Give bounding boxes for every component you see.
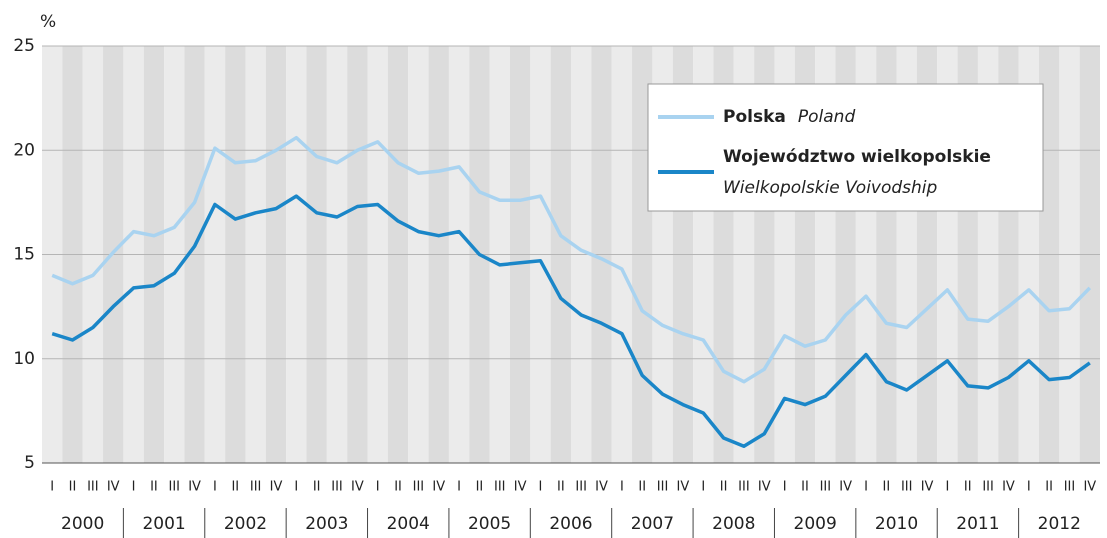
series-line	[51, 135, 1092, 384]
x-tick-label: I	[1027, 480, 1031, 495]
series-line	[51, 194, 1091, 449]
x-tick-label: II	[394, 480, 402, 495]
x-tick-label: I	[457, 480, 461, 495]
x-tick-label: III	[901, 480, 913, 495]
year-label: 2012	[1038, 514, 1081, 534]
x-tick-label: II	[476, 480, 484, 495]
x-tick-label: I	[294, 480, 298, 495]
x-tick-label: IV	[107, 480, 120, 495]
x-tick-label: II	[557, 480, 565, 495]
x-tick-label: III	[1064, 480, 1076, 495]
legend-label: Województwo wielkopolskie	[723, 147, 991, 167]
x-tick-label: III	[575, 480, 587, 495]
y-tick-label: 25	[13, 36, 35, 56]
x-tick-label: II	[69, 480, 77, 495]
x-tick-label: III	[250, 480, 262, 495]
x-tick-label: II	[883, 480, 891, 495]
x-tick-label: IV	[758, 480, 771, 495]
x-tick-label: IV	[921, 480, 934, 495]
x-tick-label: II	[1045, 480, 1053, 495]
x-tick-label: III	[982, 480, 994, 495]
year-label: 2006	[549, 514, 592, 534]
x-tick-label: I	[539, 480, 543, 495]
x-tick-label: I	[376, 480, 380, 495]
x-tick-label: II	[313, 480, 321, 495]
x-tick-label: IV	[595, 480, 608, 495]
legend-label-en: Poland	[798, 107, 856, 127]
year-label: 2010	[875, 514, 918, 534]
x-tick-label: III	[820, 480, 832, 495]
x-axis: I II III IV I II III IV I II III IV I II III IV I II III IV…	[50, 480, 1096, 538]
x-tick-label: I	[50, 480, 54, 495]
legend-label-en: Wielkopolskie Voivodship	[723, 178, 938, 198]
x-tick-label: IV	[1002, 480, 1015, 495]
y-tick-label: 20	[13, 140, 35, 160]
x-tick-label: III	[657, 480, 669, 495]
x-tick-label: IV	[351, 480, 364, 495]
grid: 5 10 15 20 25	[13, 36, 1100, 473]
year-label: 2003	[305, 514, 348, 534]
year-label: 2008	[712, 514, 755, 534]
x-tick-label: II	[720, 480, 728, 495]
x-tick-label: I	[620, 480, 624, 495]
y-unit: %	[40, 12, 56, 32]
y-tick-label: 10	[13, 349, 35, 369]
year-label: 2011	[956, 514, 999, 534]
legend: Polska Poland Województwo wielkopolskie Wie…	[647, 83, 1044, 212]
x-tick-label: IV	[270, 480, 283, 495]
lines	[51, 135, 1092, 449]
legend-label: Polska	[723, 107, 786, 127]
x-tick-label: III	[494, 480, 506, 495]
y-tick-label: 15	[13, 245, 35, 265]
x-tick-label: I	[213, 480, 217, 495]
year-label: 2004	[387, 514, 430, 534]
x-tick-label: III	[87, 480, 99, 495]
x-tick-label: III	[413, 480, 425, 495]
x-tick-label: III	[331, 480, 343, 495]
year-label: 2001	[142, 514, 185, 534]
x-tick-label: II	[964, 480, 972, 495]
x-tick-label: IV	[677, 480, 690, 495]
x-tick-label: II	[638, 480, 646, 495]
x-tick-label: IV	[514, 480, 527, 495]
x-tick-label: I	[783, 480, 787, 495]
x-tick-label: IV	[1083, 480, 1096, 495]
year-label: 2002	[224, 514, 267, 534]
x-tick-label: I	[701, 480, 705, 495]
x-tick-label: III	[168, 480, 180, 495]
x-tick-label: II	[801, 480, 809, 495]
year-label: 2007	[631, 514, 674, 534]
y-tick-label: 5	[24, 453, 35, 473]
x-tick-label: I	[945, 480, 949, 495]
x-tick-label: IV	[188, 480, 201, 495]
x-tick-label: IV	[839, 480, 852, 495]
x-tick-label: II	[150, 480, 158, 495]
x-tick-label: II	[231, 480, 239, 495]
year-label: 2009	[794, 514, 837, 534]
x-tick-label: I	[864, 480, 868, 495]
year-label: 2000	[61, 514, 104, 534]
x-tick-label: I	[132, 480, 136, 495]
x-tick-label: IV	[432, 480, 445, 495]
year-label: 2005	[468, 514, 511, 534]
x-tick-label: III	[738, 480, 750, 495]
legend-box	[647, 83, 1044, 212]
